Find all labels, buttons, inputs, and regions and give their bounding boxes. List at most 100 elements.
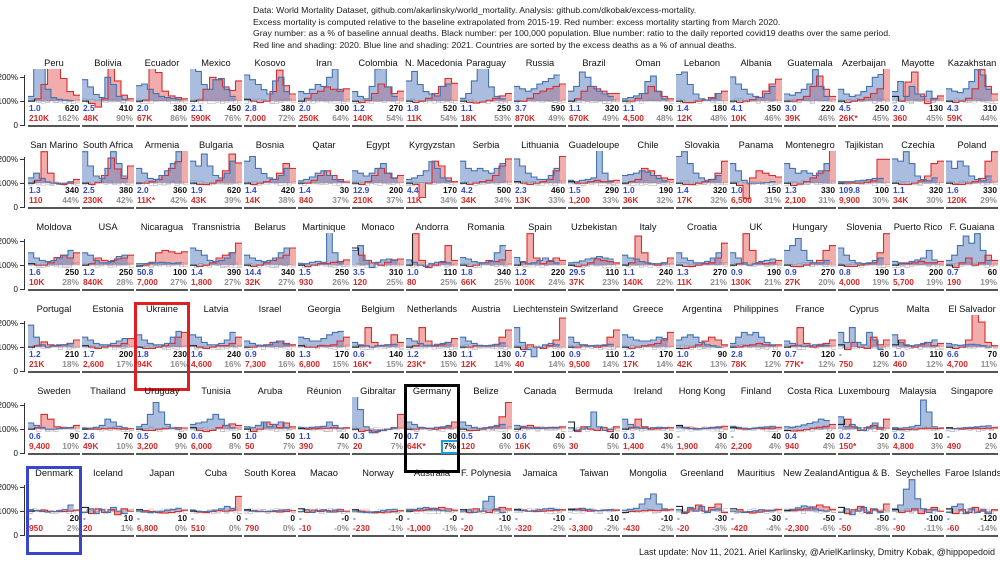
y-tick-label: 0: [13, 448, 18, 458]
sparkline: [676, 71, 728, 104]
chart-cell-san-marino: San Marino 1.3 340 110 44%: [27, 140, 81, 222]
sparkline: [730, 508, 782, 514]
value-block: 109.8 100 9,900 30%: [839, 186, 889, 206]
sparkline: [352, 327, 404, 351]
excess-deaths-value: 4,700: [947, 359, 968, 370]
excess-deaths-value: 840K: [83, 277, 104, 288]
percent-of-baseline-value: 0%: [174, 523, 187, 534]
per-100k-value: 30: [663, 431, 673, 442]
sparkline: [946, 233, 998, 269]
per-100k-value: 330: [983, 185, 997, 196]
value-block: 2.0 380 67K 86%: [137, 104, 187, 124]
per-100k-value: 50: [231, 431, 241, 442]
percent-of-baseline-value: 23%: [602, 277, 619, 288]
per-100k-value: 130: [443, 349, 457, 360]
value-block: 0.7 120 77K* 12%: [785, 350, 835, 370]
sparkline: [946, 69, 998, 104]
covid-ratio-value: 1.6: [191, 349, 203, 360]
percent-of-baseline-value: 14%: [494, 359, 511, 370]
covid-ratio-value: 0.9: [731, 267, 743, 278]
value-block: 1.1 240 140K 22%: [623, 268, 673, 288]
covid-ratio-value: 1.9: [191, 185, 203, 196]
value-block: 1.3 340 110 44%: [29, 186, 79, 206]
y-tick-label: 100%: [0, 424, 18, 434]
y-tick-label: 100%: [0, 178, 18, 188]
excess-deaths-value: 37K: [569, 277, 585, 288]
sparkline: [892, 479, 944, 515]
chart-cell-croatia: Croatia 1.3 270 11K 21%: [675, 222, 729, 304]
percent-of-baseline-value: 15%: [332, 359, 349, 370]
country-title: USA: [98, 222, 118, 232]
sparkline: [730, 425, 782, 432]
sparkline-plot: 1.9 620 43K 39%: [190, 151, 242, 209]
covid-ratio-value: 0.7: [407, 431, 419, 442]
y-tick: [20, 452, 25, 454]
sparkline-plot: 0.5 30 120 6%: [460, 397, 512, 455]
per-100k-value: 50: [285, 431, 295, 442]
chart-cell-denmark: Denmark - 20 950 2%: [26, 466, 82, 555]
percent-of-baseline-value: 39%: [224, 195, 241, 206]
percent-of-baseline-value: 76%: [224, 113, 241, 124]
value-block: - -10 -430 -2%: [623, 514, 673, 534]
excess-deaths-value: 80: [407, 277, 417, 288]
covid-ratio-value: -: [245, 513, 248, 524]
value-block: 1.1 90 4,500 48%: [623, 104, 673, 124]
chart-cell-austria: Austria 1.1 130 12K 14%: [459, 304, 513, 386]
country-title: Tunisia: [201, 386, 231, 396]
covid-ratio-value: 0.7: [515, 349, 527, 360]
covid-ratio-value: 4.1: [731, 103, 743, 114]
sparkline: [946, 425, 998, 432]
small-multiples-grid: 0100%200%Peru1.0620210K162%Bolivia2.5410…: [0, 58, 1000, 555]
covid-ratio-value: 0.7: [785, 349, 797, 360]
percent-of-baseline-value: -0%: [334, 523, 349, 534]
per-100k-value: 20: [825, 431, 835, 442]
chart-cell-usa: USA 1.2 250 840K 28%: [81, 222, 135, 304]
sparkline-plot: 1.1 250 18K 53%: [460, 69, 512, 127]
excess-deaths-value: -1,000: [407, 523, 431, 534]
sparkline-plot: - -30 -20 -3%: [676, 479, 728, 537]
sparkline-plot: - -0 -230 -1%: [352, 479, 404, 537]
per-100k-value: 180: [713, 103, 727, 114]
country-title: Estonia: [92, 304, 124, 314]
percent-of-baseline-value: 44%: [62, 195, 79, 206]
sparkline-plot: 1.1 130 12K 14%: [460, 315, 512, 373]
percent-of-baseline-value: 18%: [62, 359, 79, 370]
covid-ratio-value: 1.1: [461, 349, 473, 360]
percent-of-baseline-value: 3%: [876, 441, 889, 452]
sparkline: [784, 237, 836, 268]
sparkline-plot: 3.5 310 120 25%: [352, 233, 404, 291]
percent-of-baseline-value: 14%: [548, 359, 565, 370]
excess-deaths-value: 120K: [947, 195, 968, 206]
value-block: 0.6 90 9,400 10%: [29, 432, 79, 452]
chart-cell-lithuania: Lithuania 2.3 460 13K 33%: [513, 140, 567, 222]
value-block: - -100 -90 -11%: [893, 514, 943, 534]
per-100k-value: 250: [335, 267, 349, 278]
sparkline: [784, 327, 836, 350]
chart-cell-serbia: Serbia 4.2 500 34K 34%: [459, 140, 513, 222]
value-block: 2.1 450 590K 76%: [191, 104, 241, 124]
percent-of-baseline-value: 32%: [710, 195, 727, 206]
chart-cell-el-salvador: El Salvador 6.6 70 4,700 11%: [945, 304, 999, 386]
value-block: 3.5 310 120 25%: [353, 268, 403, 288]
sparkline: [136, 507, 188, 514]
value-block: 1.2 170 17K 14%: [623, 350, 673, 370]
sparkline: [622, 75, 674, 104]
chart-cell-liechtenstein: Liechtenstein 0.7 100 40 14%: [513, 304, 568, 386]
country-title: Guadeloupe: [568, 140, 620, 150]
sparkline-plot: 0.4 20 940 4%: [784, 397, 836, 455]
chart-cell-mongolia: Mongolia - -10 -430 -2%: [621, 468, 675, 550]
covid-ratio-value: 1.1: [623, 267, 635, 278]
per-100k-value: 250: [119, 267, 133, 278]
per-100k-value: 70: [987, 349, 997, 360]
chart-cell-georgia: Georgia 1.3 170 6,800 15%: [297, 304, 351, 386]
sparkline-plot: 1.8 520 11K 54%: [406, 69, 458, 127]
value-block: 1.4 180 12K 48%: [677, 104, 727, 124]
percent-of-baseline-value: 46%: [764, 113, 781, 124]
per-100k-value: 100: [173, 267, 187, 278]
sparkline-plot: 4.4 170 11K 34%: [406, 151, 458, 209]
country-title: Liechtenstein: [513, 304, 568, 314]
sparkline-plot: 2.0 380 67K 86%: [136, 69, 188, 127]
excess-deaths-value: 950: [29, 523, 43, 534]
excess-deaths-value: 100K: [515, 277, 536, 288]
excess-deaths-value: 460: [893, 359, 907, 370]
